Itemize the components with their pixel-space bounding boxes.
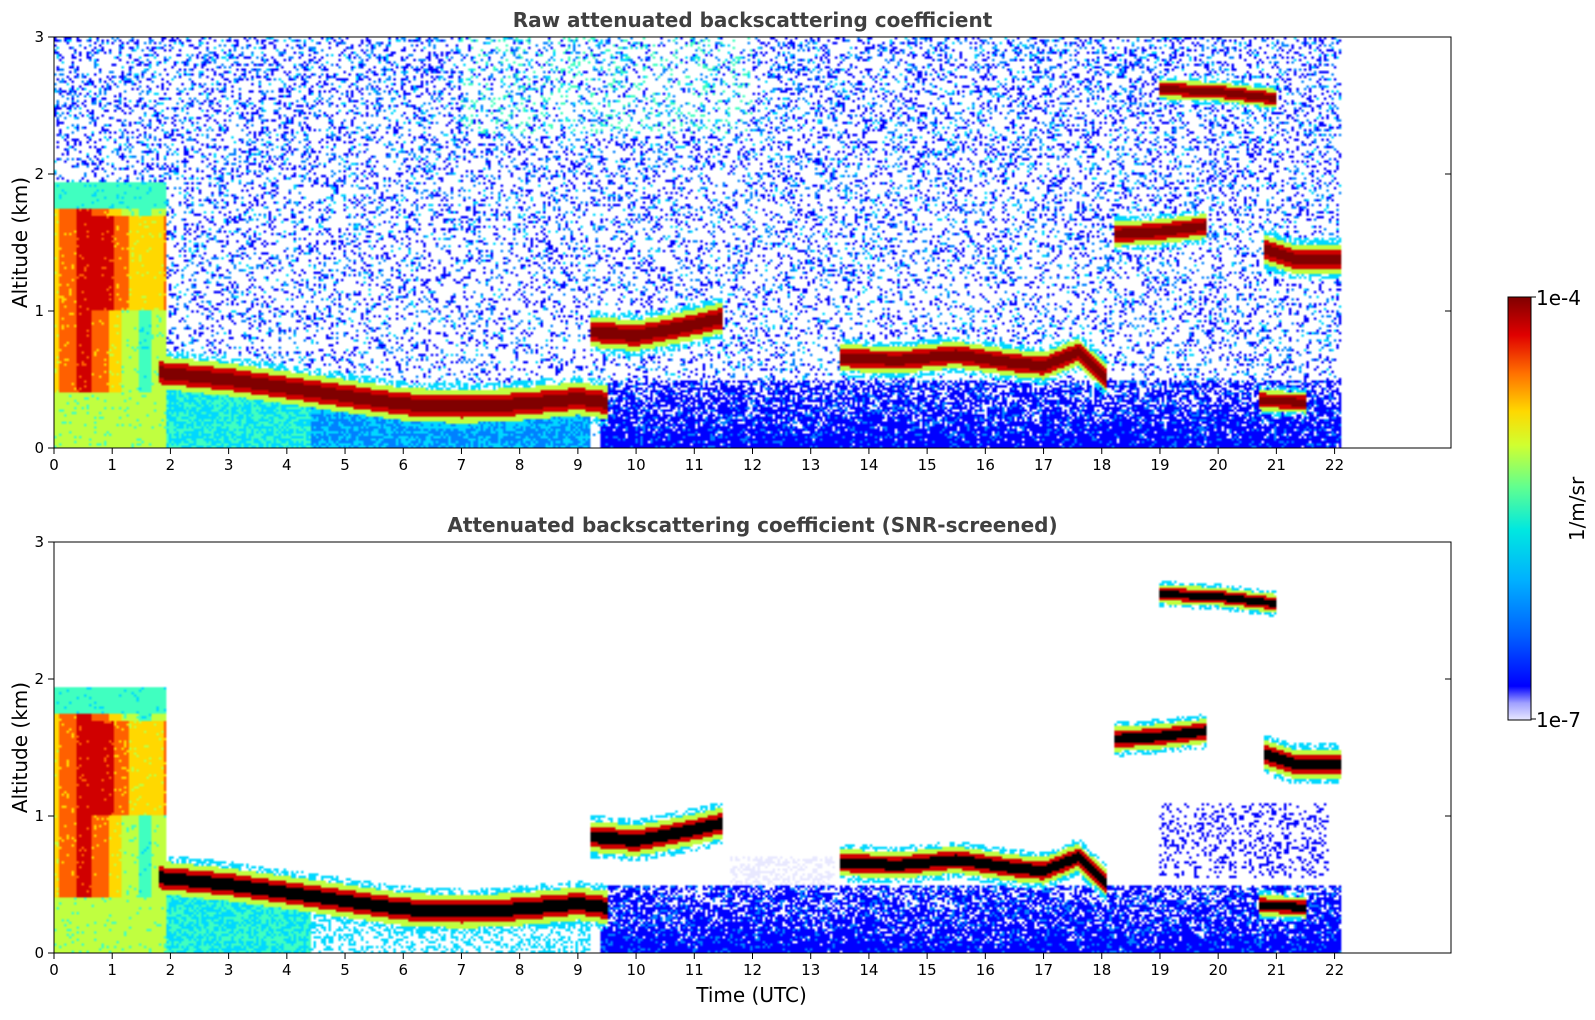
- x-tick-label: 1: [107, 961, 117, 979]
- x-tick-label: 15: [918, 456, 937, 474]
- x-tick-label: 13: [801, 456, 820, 474]
- x-tick-label: 19: [1150, 961, 1169, 979]
- x-tick-label: 17: [1034, 961, 1053, 979]
- y-tick-label: 3: [34, 533, 44, 551]
- x-tick-label: 19: [1150, 456, 1169, 474]
- colorbar-unit-label: 1/m/sr: [1565, 476, 1589, 541]
- x-tick-label: 14: [859, 961, 878, 979]
- x-tick-label: 0: [49, 961, 59, 979]
- panel-title: Raw attenuated backscattering coefficien…: [513, 8, 993, 32]
- x-tick-label: 7: [457, 961, 467, 979]
- y-tick-label: 2: [34, 670, 44, 688]
- x-tick-label: 22: [1325, 961, 1344, 979]
- y-tick-label: 3: [34, 28, 44, 46]
- x-tick-label: 21: [1267, 961, 1286, 979]
- colorbar-scale: [1507, 296, 1532, 721]
- x-tick-label: 1: [107, 456, 117, 474]
- x-tick-label: 2: [166, 456, 176, 474]
- y-tick-label: 2: [34, 165, 44, 183]
- x-tick-label: 7: [457, 456, 467, 474]
- x-tick-label: 3: [224, 456, 234, 474]
- x-tick-label: 11: [685, 961, 704, 979]
- panel-title: Attenuated backscattering coefficient (S…: [447, 513, 1057, 537]
- x-tick-label: 18: [1092, 961, 1111, 979]
- x-axis-label: Time (UTC): [695, 983, 807, 1007]
- y-tick-label: 1: [34, 807, 44, 825]
- x-tick-label: 8: [515, 456, 525, 474]
- x-tick-label: 22: [1325, 456, 1344, 474]
- x-tick-label: 4: [282, 456, 292, 474]
- x-tick-label: 8: [515, 961, 525, 979]
- x-tick-label: 16: [976, 961, 995, 979]
- x-tick-label: 5: [340, 961, 350, 979]
- x-tick-label: 5: [340, 456, 350, 474]
- x-tick-label: 4: [282, 961, 292, 979]
- x-tick-label: 13: [801, 961, 820, 979]
- y-axis-label: Altitude (km): [8, 177, 32, 308]
- x-tick-label: 15: [918, 961, 937, 979]
- y-tick-label: 1: [34, 302, 44, 320]
- y-tick-label: 0: [34, 439, 44, 457]
- x-tick-label: 17: [1034, 456, 1053, 474]
- x-tick-label: 2: [166, 961, 176, 979]
- x-tick-label: 20: [1209, 961, 1228, 979]
- panel-1: 0 1 2 3 4 5 6 7 8 9 10 11 12 13 14 15 16 17 18 19 20 21 220123…: [8, 8, 1452, 474]
- x-tick-label: 9: [573, 456, 583, 474]
- x-tick-label: 10: [627, 961, 646, 979]
- x-tick-label: 16: [976, 456, 995, 474]
- x-tick-label: 20: [1209, 456, 1228, 474]
- backscatter-heatmap: [54, 542, 1451, 953]
- colorbar-min-label: 1e-7: [1536, 708, 1581, 732]
- y-tick-label: 0: [34, 944, 44, 962]
- colorbar-max-label: 1e-4: [1536, 286, 1581, 310]
- x-tick-label: 6: [398, 961, 408, 979]
- colorbar: 1e-4 1e-7 1/m/sr: [1507, 286, 1589, 732]
- x-tick-label: 9: [573, 961, 583, 979]
- x-tick-label: 11: [685, 456, 704, 474]
- y-axis-label: Altitude (km): [8, 682, 32, 813]
- x-tick-label: 10: [627, 456, 646, 474]
- x-tick-label: 14: [859, 456, 878, 474]
- x-tick-label: 12: [743, 961, 762, 979]
- panel-2: 0 1 2 3 4 5 6 7 8 9 10 11 12 13 14 15 16 17 18 19 20 21 220123…: [8, 513, 1452, 1007]
- backscatter-heatmap: [54, 37, 1451, 448]
- x-tick-label: 3: [224, 961, 234, 979]
- x-tick-label: 18: [1092, 456, 1111, 474]
- x-tick-label: 6: [398, 456, 408, 474]
- x-tick-label: 21: [1267, 456, 1286, 474]
- x-tick-label: 12: [743, 456, 762, 474]
- x-tick-label: 0: [49, 456, 59, 474]
